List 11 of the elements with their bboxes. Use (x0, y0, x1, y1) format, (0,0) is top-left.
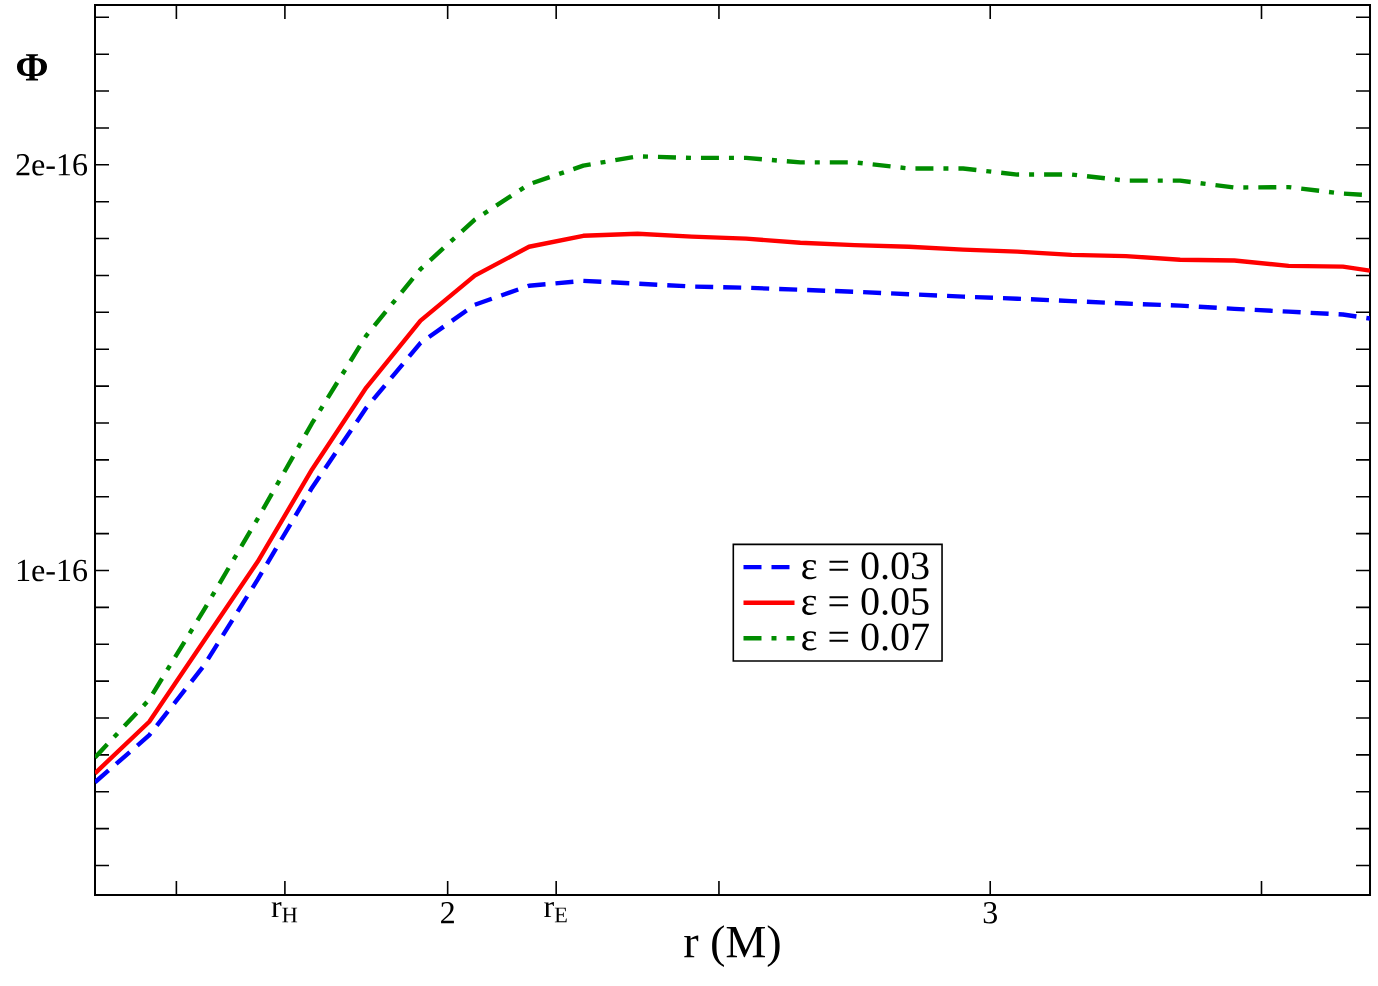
y-tick-label: 2e-16 (16, 154, 88, 176)
x-tick-label: 2 (441, 902, 454, 924)
legend-label: ε = 0.03 (802, 552, 929, 580)
x-tick-label: r$_{E}$ (544, 902, 567, 923)
legend-label: ε = 0.05 (802, 587, 929, 616)
x-axis-title: r (M) (684, 925, 780, 967)
y-tick-label: 1e-16 (17, 559, 88, 582)
legend-label: ε = 0.07 (802, 623, 929, 651)
x-tick-label: r$_{H}$ (271, 902, 298, 923)
y-axis-title: Φ (16, 54, 48, 81)
x-tick-label: 3 (983, 902, 997, 924)
